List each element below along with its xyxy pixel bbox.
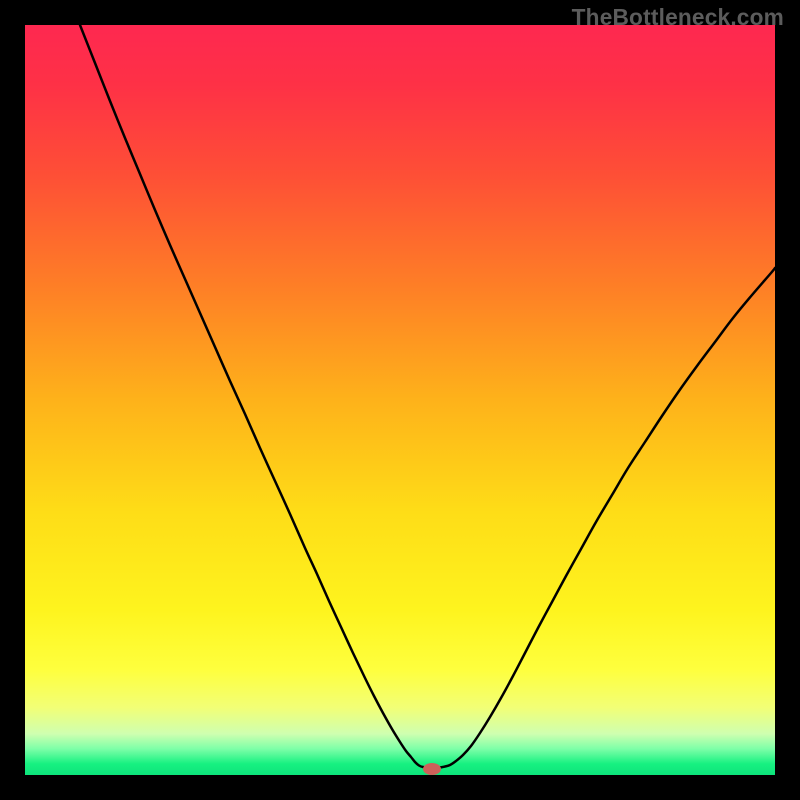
- bottleneck-chart: [0, 0, 800, 800]
- optimal-point-marker: [423, 763, 441, 775]
- watermark-text: TheBottleneck.com: [572, 4, 784, 31]
- plot-background: [25, 25, 775, 775]
- chart-frame: TheBottleneck.com: [0, 0, 800, 800]
